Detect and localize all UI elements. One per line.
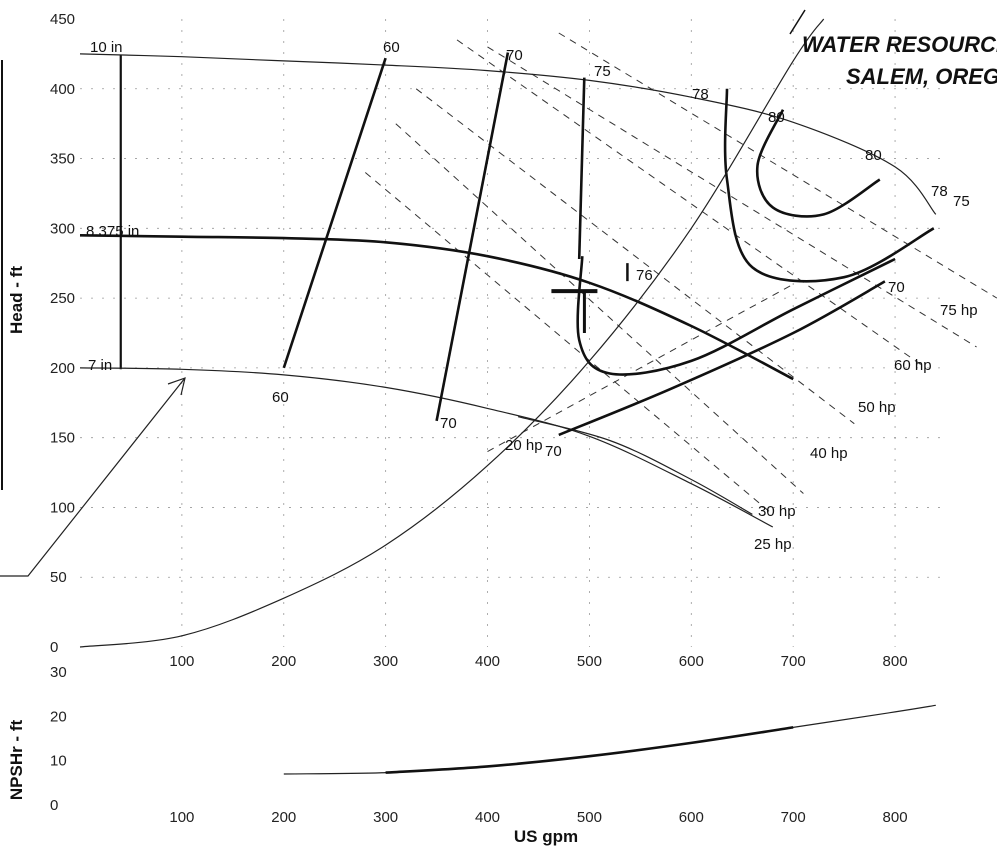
x-tick-label-npsh: 500	[577, 809, 602, 826]
y-tick-label-head: 100	[50, 499, 75, 516]
efficiency-label: 80	[865, 147, 882, 164]
efficiency-label: 78	[692, 86, 709, 103]
power-line	[395, 123, 804, 494]
impeller-label: 8.375 in	[86, 223, 139, 240]
x-tick-label-head: 500	[577, 653, 602, 670]
efficiency-label: 80	[768, 109, 785, 126]
x-tick-label-head: 700	[781, 653, 806, 670]
x-tick-label-npsh: 200	[271, 809, 296, 826]
x-tick-label-head: 600	[679, 653, 704, 670]
efficiency-label: 60	[272, 389, 289, 406]
y-tick-label-npsh: 20	[50, 708, 67, 725]
impeller-curve-tail	[517, 416, 753, 515]
efficiency-label: 70	[545, 443, 562, 460]
x-tick-label-head: 400	[475, 653, 500, 670]
y-tick-label-head: 350	[50, 151, 75, 168]
stamp-line-1: WATER RESOURCE	[802, 32, 997, 57]
stamp-line-2: SALEM, OREG	[846, 64, 997, 89]
npsh-curve	[283, 704, 936, 775]
efficiency-label: 70	[440, 415, 457, 432]
impeller-curve	[79, 234, 794, 381]
efficiency-contour	[576, 256, 896, 376]
impeller-label: 7 in	[88, 357, 112, 374]
x-tick-label-npsh: 400	[475, 809, 500, 826]
stamp-slash	[789, 9, 806, 35]
y-tick-label-head: 0	[50, 639, 58, 656]
impeller-curve	[79, 53, 937, 215]
x-tick-label-npsh: 300	[373, 809, 398, 826]
y-tick-label-head: 200	[50, 360, 75, 377]
efficiency-line-70	[558, 280, 886, 437]
efficiency-label: 60	[383, 39, 400, 56]
system-curve	[79, 18, 825, 648]
power-line-label: 30 hp	[758, 503, 796, 520]
y-tick-label-npsh: 10	[50, 753, 67, 770]
efficiency-label: 78	[931, 183, 948, 200]
power-line	[364, 172, 774, 515]
chart-curves	[79, 18, 997, 775]
efficiency-contour	[755, 109, 881, 218]
x-tick-label-npsh: 600	[679, 809, 704, 826]
efficiency-label: 76	[636, 267, 653, 284]
annotation-arrow-head	[167, 377, 186, 396]
impeller-label: 10 in	[90, 39, 123, 56]
x-tick-label-npsh: 700	[781, 809, 806, 826]
power-line-label: 60 hp	[894, 357, 932, 374]
power-line-label: 40 hp	[810, 445, 848, 462]
head-axis-title: Head - ft	[7, 266, 26, 334]
x-tick-label-head: 100	[169, 653, 194, 670]
power-line	[487, 283, 794, 453]
efficiency-line	[435, 52, 510, 422]
gpm-axis-title: US gpm	[514, 827, 578, 846]
efficiency-label: 70	[888, 279, 905, 296]
efficiency-label: 75	[953, 193, 970, 210]
efficiency-line	[577, 77, 586, 260]
power-line-label: 25 hp	[754, 536, 792, 553]
y-tick-label-head: 450	[50, 11, 75, 28]
chart-grid	[80, 19, 946, 647]
power-line-label: 50 hp	[858, 399, 896, 416]
power-line	[456, 39, 926, 369]
power-line	[487, 46, 977, 348]
npsh-axis-title: NPSHr - ft	[7, 720, 26, 801]
annotation-arrow	[0, 377, 186, 577]
x-tick-label-head: 200	[271, 653, 296, 670]
x-tick-label-npsh: 800	[883, 809, 908, 826]
y-tick-label-head: 250	[50, 290, 75, 307]
power-line-label: 20 hp	[505, 437, 543, 454]
efficiency-label: 75	[594, 63, 611, 80]
y-tick-label-npsh: 30	[50, 664, 67, 681]
y-tick-label-head: 150	[50, 430, 75, 447]
x-tick-label-head: 300	[373, 653, 398, 670]
power-line-label: 75 hp	[940, 302, 978, 319]
npsh-curve-bold	[385, 726, 794, 774]
x-tick-label-head: 800	[883, 653, 908, 670]
impeller-curve	[79, 367, 774, 528]
efficiency-line	[282, 57, 387, 369]
y-tick-label-head: 50	[50, 569, 67, 586]
y-tick-label-head: 400	[50, 81, 75, 98]
x-tick-label-npsh: 100	[169, 809, 194, 826]
y-tick-label-npsh: 0	[50, 797, 58, 814]
chart-labels: 100 200 300 400 500 600 700 8000501001502002503…	[50, 11, 978, 826]
efficiency-label: 70	[506, 47, 523, 64]
y-tick-label-head: 300	[50, 220, 75, 237]
efficiency-contour	[723, 88, 935, 283]
